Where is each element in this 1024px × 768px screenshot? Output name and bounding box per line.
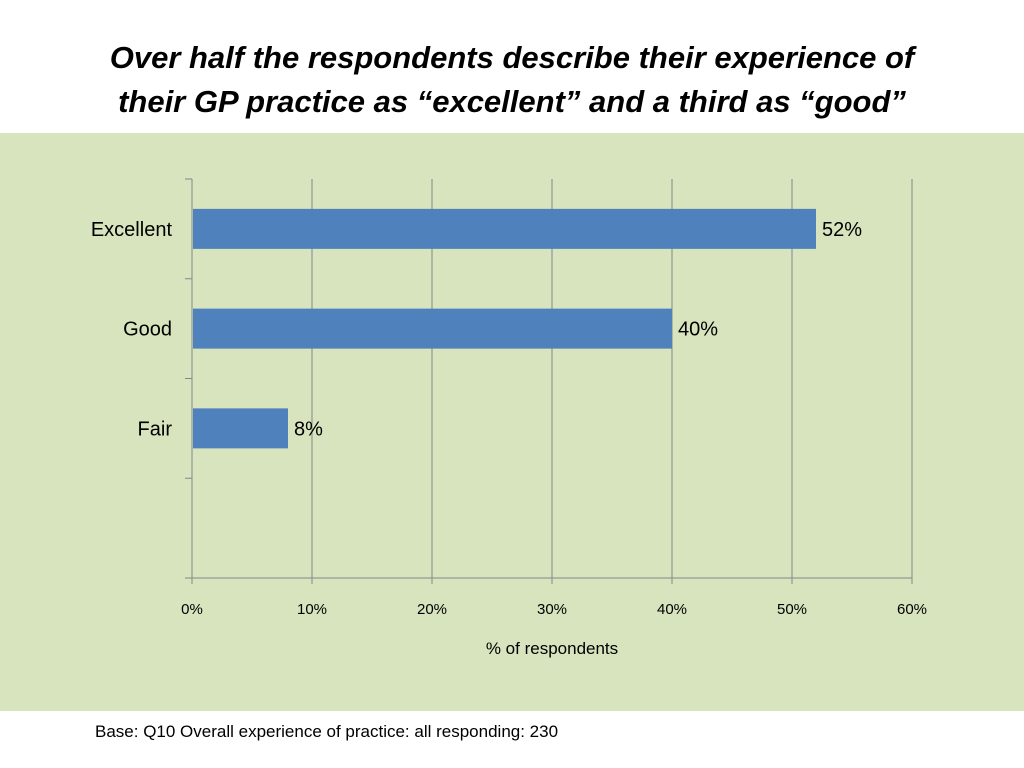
data-label: 8% <box>294 418 323 440</box>
x-tick-label: 60% <box>897 601 927 618</box>
x-tick-label: 50% <box>777 601 807 618</box>
bar-excellent <box>193 208 816 249</box>
chart-panel: 0% 10% 20% 30% 40% 50% 60% Excellent 52% Good 40% F… <box>0 133 1024 711</box>
x-axis-title: % of respondents <box>486 639 618 658</box>
category-label: Excellent <box>91 219 173 241</box>
x-tick-label: 0% <box>181 601 203 618</box>
category-label: Good <box>123 319 172 341</box>
data-label: 40% <box>678 319 718 341</box>
x-tick-label: 30% <box>537 601 567 618</box>
data-label: 52% <box>822 219 862 241</box>
bar-chart: 0% 10% 20% 30% 40% 50% 60% Excellent 52% Good 40% F… <box>91 178 927 658</box>
category-label: Fair <box>138 418 173 440</box>
slide-title-line-1: Over half the respondents describe their… <box>109 40 915 75</box>
x-tick-label: 10% <box>297 601 327 618</box>
slide-title-line-2: their GP practice as “excellent” and a t… <box>118 84 906 119</box>
x-tick-label: 20% <box>417 601 447 618</box>
bar-good <box>193 308 672 349</box>
x-tick-label: 40% <box>657 601 687 618</box>
bar-fair <box>193 408 288 449</box>
slide-title: Over half the respondents describe their… <box>0 36 1024 124</box>
footnote: Base: Q10 Overall experience of practice… <box>95 722 559 741</box>
